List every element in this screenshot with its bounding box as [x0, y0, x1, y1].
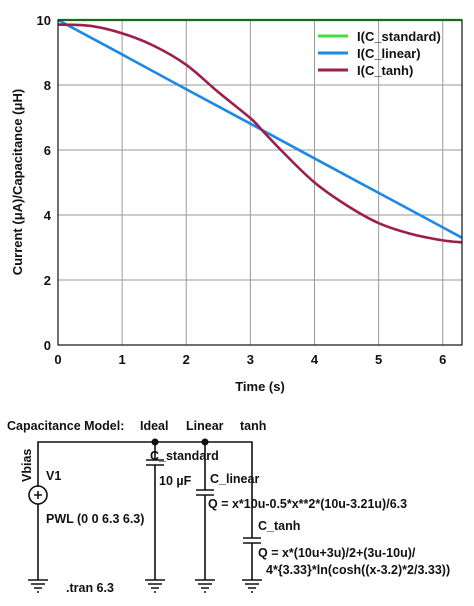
legend-label: I(C_linear): [357, 46, 421, 61]
x-axis-label: Time (s): [235, 379, 285, 394]
x-tick-label: 2: [183, 352, 190, 367]
plot-frame: [57, 19, 463, 346]
source-ref: V1: [46, 469, 61, 483]
y-tick-label: 2: [44, 273, 51, 288]
ground-icon: [242, 579, 262, 593]
x-tick-label: 5: [375, 352, 382, 367]
ground-icon: [195, 579, 215, 593]
series-line-1: [57, 18, 463, 239]
x-tick-label: 3: [247, 352, 254, 367]
series-line-2: [57, 23, 463, 244]
y-tick-label: 8: [44, 78, 51, 93]
ground-icon: [145, 579, 165, 593]
top-wire: [37, 441, 253, 487]
y-tick-labels: 0 2 4 6 8 10: [37, 13, 52, 353]
schematic: Capacitance Model: Ideal Linear tanh Vbi…: [7, 419, 450, 595]
schematic-title: Capacitance Model:: [7, 419, 124, 433]
y-tick-label: 6: [44, 143, 51, 158]
capacitor-tanh-symbol: [243, 452, 261, 580]
x-tick-label: 6: [439, 352, 446, 367]
x-tick-labels: 0 1 2 3 4 5 6: [54, 352, 446, 367]
capacitor-linear-symbol: [196, 442, 214, 580]
cap-linear-name: C_linear: [210, 472, 259, 486]
y-tick-label: 10: [37, 13, 51, 28]
cap-standard-name: C_standard: [150, 449, 219, 463]
x-tick-label: 0: [54, 352, 61, 367]
x-tick-label: 4: [311, 352, 319, 367]
cap-tanh-expr-2: 4*{3.33}*ln(cosh((x-3.2)*2/3.33)): [266, 563, 450, 577]
y-tick-label: 4: [44, 208, 52, 223]
legend-label: I(C_tanh): [357, 63, 413, 78]
source-name: Vbias: [20, 449, 34, 482]
legend-label: I(C_standard): [357, 29, 441, 44]
grid: [58, 20, 462, 345]
plus-sign-icon: [34, 491, 42, 499]
legend: I(C_standard) I(C_linear) I(C_tanh): [318, 29, 441, 78]
y-axis-label: Current (μA)/Capacitance (μH): [10, 89, 25, 275]
tran-directive: .tran 6.3: [66, 581, 114, 595]
cap-standard-value: 10 µF: [159, 474, 192, 488]
y-tick-label: 0: [44, 338, 51, 353]
chart: 0 1 2 3 4 5 6 0 2 4 6 8 10 Time (s) Current (μA)/Ca…: [10, 13, 463, 394]
cap-linear-expr: Q = x*10u-0.5*x**2*(10u-3.21u)/6.3: [208, 497, 407, 511]
cap-tanh-name: C_tanh: [258, 519, 300, 533]
capacitor-standard-symbol: [146, 442, 164, 580]
ground-icon: [28, 579, 48, 593]
cap-tanh-expr-1: Q = x*(10u+3u)/2+(3u-10u)/: [258, 546, 416, 560]
x-tick-label: 1: [119, 352, 126, 367]
label-linear: Linear: [186, 419, 224, 433]
label-tanh: tanh: [240, 419, 266, 433]
source-value: PWL (0 0 6.3 6.3): [46, 512, 144, 526]
label-ideal: Ideal: [140, 419, 169, 433]
